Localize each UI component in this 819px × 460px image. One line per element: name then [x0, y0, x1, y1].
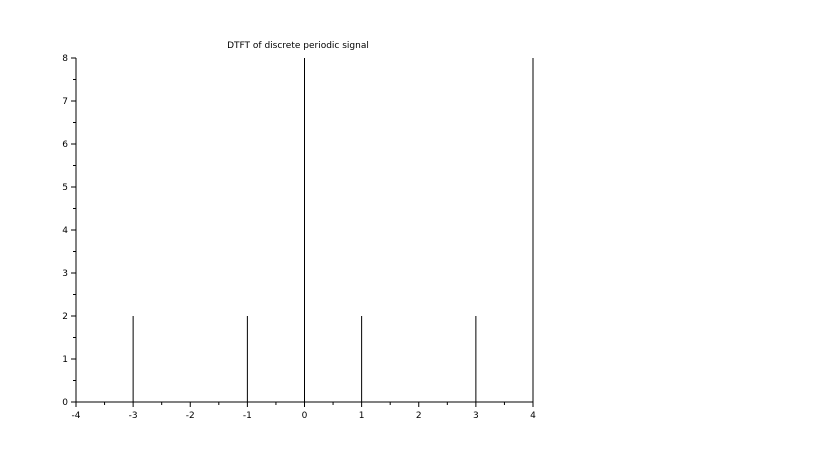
y-tick-label: 0 [62, 398, 68, 408]
y-tick-label: 1 [62, 355, 68, 365]
y-tick-label: 6 [62, 140, 68, 150]
y-tick-label: 7 [62, 97, 68, 107]
y-axis: 0 1 2 3 4 5 6 7 8 [62, 54, 77, 408]
x-tick-label: -1 [243, 411, 252, 421]
x-tick-label: 0 [302, 411, 308, 421]
x-tick-label: -3 [129, 411, 138, 421]
y-tick-label: 5 [62, 183, 68, 193]
y-tick-label: 4 [62, 226, 68, 236]
x-tick-label: 2 [416, 411, 422, 421]
stems-group [132, 58, 534, 402]
chart-title: DTFT of discrete periodic signal [227, 41, 369, 51]
y-tick-label: 8 [62, 54, 68, 64]
y-tick-label: 2 [62, 312, 68, 322]
y-tick-label: 3 [62, 269, 68, 279]
x-tick-label: 4 [530, 411, 536, 421]
x-tick-label: 1 [359, 411, 365, 421]
x-axis: -4 -3 -2 -1 0 1 2 3 4 [72, 401, 536, 421]
x-tick-label: 3 [473, 411, 479, 421]
x-tick-label: -2 [186, 411, 195, 421]
x-tick-label: -4 [72, 411, 81, 421]
